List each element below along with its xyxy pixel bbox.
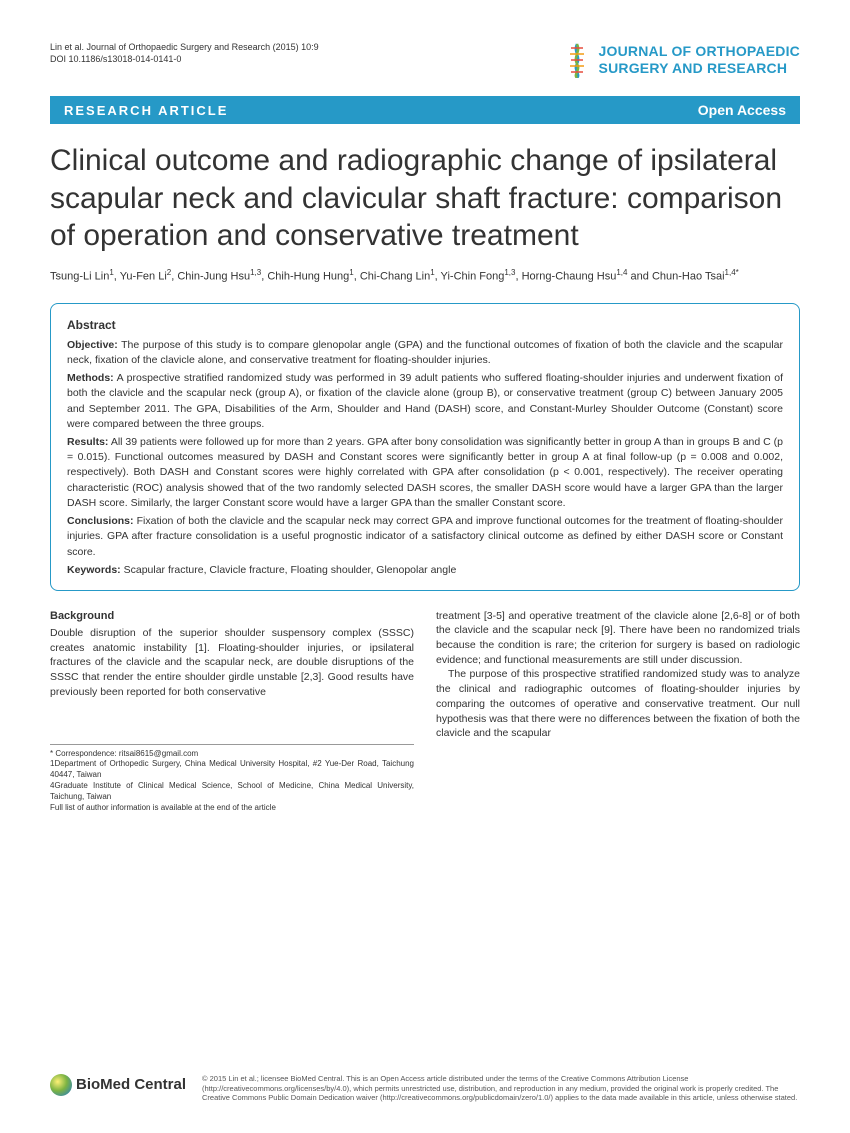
col2-p1: treatment [3-5] and operative treatment … bbox=[436, 609, 800, 668]
correspondence-affil1: 1Department of Orthopedic Surgery, China… bbox=[50, 759, 414, 781]
article-type-banner: RESEARCH ARTICLE Open Access bbox=[50, 96, 800, 124]
correspondence-block: * Correspondence: ritsai8615@gmail.com 1… bbox=[50, 744, 414, 814]
results-text: All 39 patients were followed up for mor… bbox=[67, 436, 783, 509]
abstract-heading: Abstract bbox=[67, 318, 783, 332]
authors-list: Tsung-Li Lin1, Yu-Fen Li2, Chin-Jung Hsu… bbox=[50, 267, 800, 285]
abstract-conclusions: Conclusions: Fixation of both the clavic… bbox=[67, 514, 783, 560]
abstract-results: Results: All 39 patients were followed u… bbox=[67, 435, 783, 511]
abstract-methods: Methods: A prospective stratified random… bbox=[67, 371, 783, 432]
citation-line-1: Lin et al. Journal of Orthopaedic Surger… bbox=[50, 42, 319, 54]
objective-text: The purpose of this study is to compare … bbox=[67, 339, 783, 366]
conclusions-label: Conclusions: bbox=[67, 515, 134, 527]
footer: BioMed Central © 2015 Lin et al.; licens… bbox=[50, 1074, 800, 1103]
abstract-keywords: Keywords: Scapular fracture, Clavicle fr… bbox=[67, 564, 783, 576]
journal-name-line2: SURGERY AND RESEARCH bbox=[599, 60, 800, 77]
methods-label: Methods: bbox=[67, 372, 114, 384]
citation-block: Lin et al. Journal of Orthopaedic Surger… bbox=[50, 42, 319, 65]
correspondence-affil2: 4Graduate Institute of Clinical Medical … bbox=[50, 781, 414, 803]
top-header: Lin et al. Journal of Orthopaedic Surger… bbox=[50, 42, 800, 78]
methods-text: A prospective stratified randomized stud… bbox=[67, 372, 783, 430]
abstract-box: Abstract Objective: The purpose of this … bbox=[50, 303, 800, 591]
correspondence-email: * Correspondence: ritsai8615@gmail.com bbox=[50, 749, 414, 760]
objective-label: Objective: bbox=[67, 339, 118, 351]
journal-logo-icon bbox=[563, 42, 591, 78]
journal-name-line1: JOURNAL OF ORTHOPAEDIC bbox=[599, 43, 800, 60]
keywords-label: Keywords: bbox=[67, 564, 121, 576]
biomedcentral-logo: BioMed Central bbox=[50, 1074, 186, 1096]
correspondence-note: Full list of author information is avail… bbox=[50, 803, 414, 814]
body-columns: Background Double disruption of the supe… bbox=[50, 609, 800, 814]
citation-line-2: DOI 10.1186/s13018-014-0141-0 bbox=[50, 54, 319, 66]
column-left: Background Double disruption of the supe… bbox=[50, 609, 414, 814]
column-right: treatment [3-5] and operative treatment … bbox=[436, 609, 800, 814]
journal-name: JOURNAL OF ORTHOPAEDIC SURGERY AND RESEA… bbox=[599, 43, 800, 77]
journal-brand: JOURNAL OF ORTHOPAEDIC SURGERY AND RESEA… bbox=[563, 42, 800, 78]
article-title: Clinical outcome and radiographic change… bbox=[50, 142, 800, 255]
col2-p2: The purpose of this prospective stratifi… bbox=[436, 667, 800, 740]
background-p1: Double disruption of the superior should… bbox=[50, 626, 414, 699]
article-type-label: RESEARCH ARTICLE bbox=[64, 103, 228, 118]
keywords-text: Scapular fracture, Clavicle fracture, Fl… bbox=[124, 564, 457, 576]
bmc-logo-text: BioMed Central bbox=[76, 1076, 186, 1093]
background-heading: Background bbox=[50, 609, 414, 624]
copyright-text: © 2015 Lin et al.; licensee BioMed Centr… bbox=[202, 1074, 800, 1103]
bmc-circle-icon bbox=[50, 1074, 72, 1096]
results-label: Results: bbox=[67, 436, 108, 448]
abstract-objective: Objective: The purpose of this study is … bbox=[67, 338, 783, 368]
page: Lin et al. Journal of Orthopaedic Surger… bbox=[0, 0, 850, 1133]
conclusions-text: Fixation of both the clavicle and the sc… bbox=[67, 515, 783, 557]
open-access-label: Open Access bbox=[698, 102, 786, 118]
